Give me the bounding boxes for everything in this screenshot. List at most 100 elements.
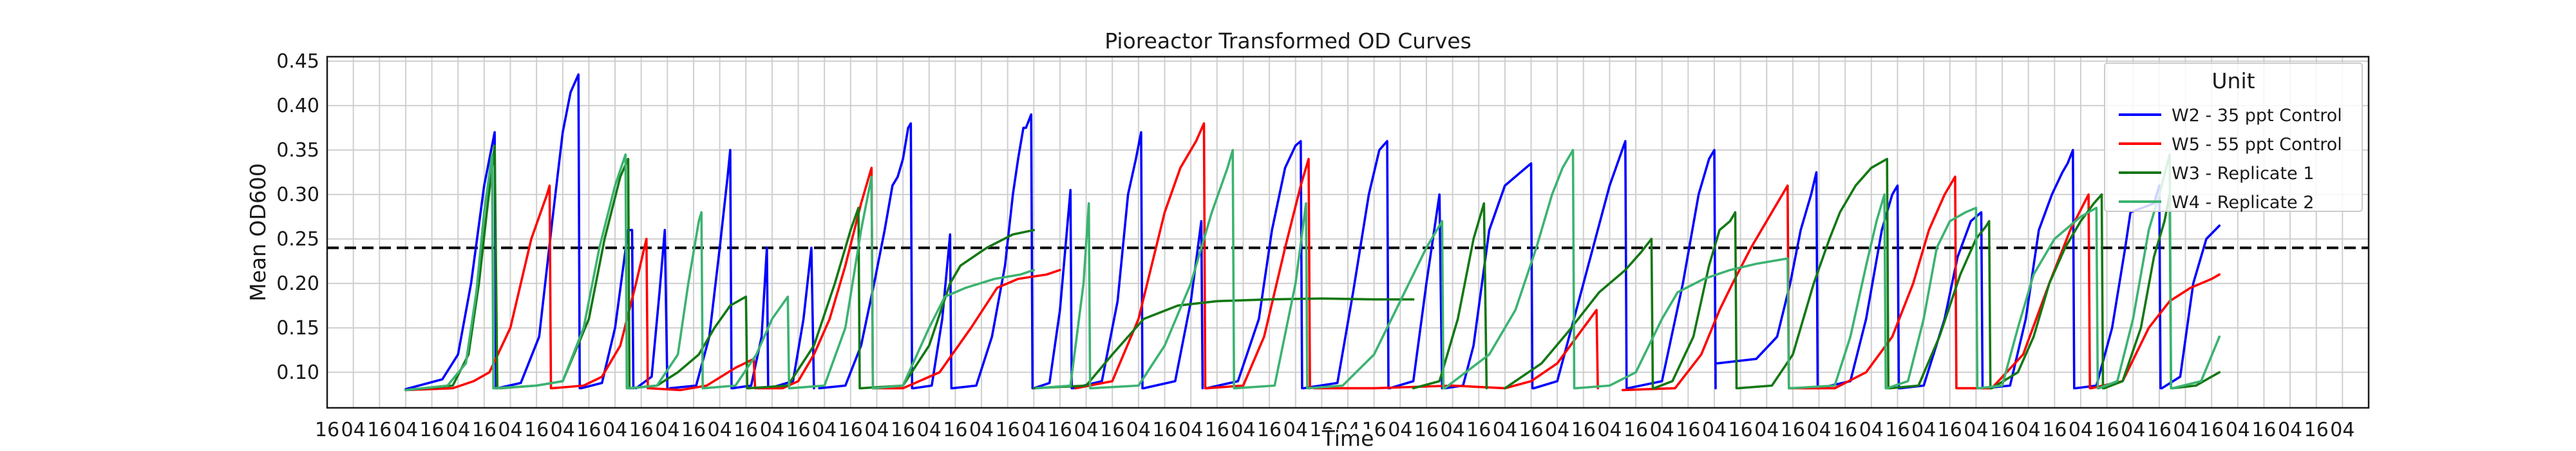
y-tick-label: 0.35 [276,139,319,162]
x-tick-label: 16 [1152,419,1177,441]
series-line-segment [1302,140,1390,390]
series-line-segment [1653,211,1738,390]
series-line-segment [1789,175,1958,390]
y-tick-label: 0.15 [276,317,319,340]
x-tick-label: 16 [1676,419,1700,441]
series-line-segment [1074,122,1207,390]
x-tick-label: 16 [472,419,497,441]
x-tick-label: 16 [1414,419,1439,441]
x-tick-label: 16 [367,419,392,441]
series-line-segment [629,295,749,390]
x-tick-label: 16 [1990,419,2014,441]
series-line-segment [1789,193,1887,390]
series-line-segment [1388,193,1444,390]
series-line-segment [873,269,1036,390]
y-tick-label: 0.40 [276,95,319,117]
x-tick-label: 04 [812,419,837,441]
legend-label: W4 - Replicate 2 [2172,193,2314,213]
series-line-segment [1443,162,1534,390]
x-tick-label: 16 [524,419,549,441]
series-line-segment [755,166,875,390]
x-tick-label: 16 [681,419,706,441]
x-tick-label: 04 [1283,419,1308,441]
legend-label: W2 - 35 ppt Control [2172,106,2342,126]
series-line-segment [404,144,499,392]
x-tick-label: 04 [1388,419,1412,441]
series-line-segment [951,113,1034,390]
x-tick-label: 04 [2226,419,2250,441]
series-line-segment [580,229,635,390]
x-tick-label: 04 [498,419,522,441]
series-line-segment [404,184,553,392]
series-line-segment [1035,202,1092,390]
series-line-segment [818,122,914,390]
series-line-segment [668,149,733,390]
y-tick-label: 0.45 [276,50,319,73]
x-tick-label: 16 [2042,419,2067,441]
x-tick-label: 16 [419,419,444,441]
series-line-segment [1307,220,1445,390]
x-tick-label: 04 [2278,419,2302,441]
series-line-segment [2161,224,2221,390]
legend-box [2104,62,2363,212]
x-tick-label: 04 [1074,419,1098,441]
series-line-segment [1504,237,1654,390]
series-line-segment [1032,297,1415,390]
x-tick-label: 16 [1571,419,1596,441]
x-tick-label: 04 [2121,419,2145,441]
x-tick-label: 04 [1126,419,1151,441]
x-tick-label: 16 [1624,419,1648,441]
x-tick-label: 04 [864,419,889,441]
series-line-segment [1234,202,1309,390]
series-line-segment [1090,149,1235,390]
x-tick-label: 04 [1650,419,1674,441]
x-tick-label: 16 [838,419,863,441]
series-line-segment [493,153,629,390]
series-line-segment [1899,211,1984,390]
series-line-segment [747,206,861,390]
series-line-segment [648,358,757,392]
series-line-segment [1736,157,1889,390]
x-tick-label: 04 [1597,419,1622,441]
x-tick-label: 04 [2016,419,2041,441]
series-line-segment [627,211,704,390]
x-tick-label: 16 [891,419,915,441]
x-tick-label: 16 [1781,419,1805,441]
x-tick-label: 04 [969,419,994,441]
x-tick-label: 04 [2069,419,2093,441]
x-tick-label: 04 [1440,419,1464,441]
x-tick-label: 16 [2147,419,2172,441]
series-line-segment [1443,149,1576,390]
x-tick-label: 16 [943,419,967,441]
legend: Unit W2 - 35 ppt Control W5 - 55 ppt Cont… [2104,62,2363,213]
x-tick-label: 16 [629,419,654,441]
series-line-segment [551,237,649,390]
x-tick-label: 16 [1728,419,1753,441]
x-tick-label: 04 [760,419,784,441]
x-tick-label: 16 [2199,419,2224,441]
x-tick-label: 16 [1519,419,1543,441]
x-tick-label: 16 [1257,419,1282,441]
x-tick-label: 04 [917,419,942,441]
series-lines [404,73,2221,392]
x-tick-label: 16 [996,419,1020,441]
x-tick-label: 16 [2304,419,2329,441]
x-tick-label: 16 [1205,419,1229,441]
x-axis-label: Time [1321,426,1374,451]
series-line-segment [1716,171,1819,390]
x-tick-label: 04 [655,419,679,441]
x-tick-label: 04 [708,419,732,441]
x-tick-label: 04 [341,419,366,441]
x-tick-label: 04 [1859,419,1884,441]
x-tick-label: 04 [1911,419,1936,441]
x-tick-label: 16 [786,419,810,441]
x-tick-label: 04 [1231,419,1255,441]
x-tick-label: 16 [1100,419,1124,441]
y-tick-label: 0.30 [276,184,319,206]
x-tick-label: 16 [1466,419,1491,441]
y-tick-label: 0.20 [276,273,319,295]
series-line-segment [703,295,791,390]
x-tick-label: 04 [1754,419,1779,441]
x-tick-label: 16 [576,419,601,441]
x-tick-label: 16 [2251,419,2276,441]
